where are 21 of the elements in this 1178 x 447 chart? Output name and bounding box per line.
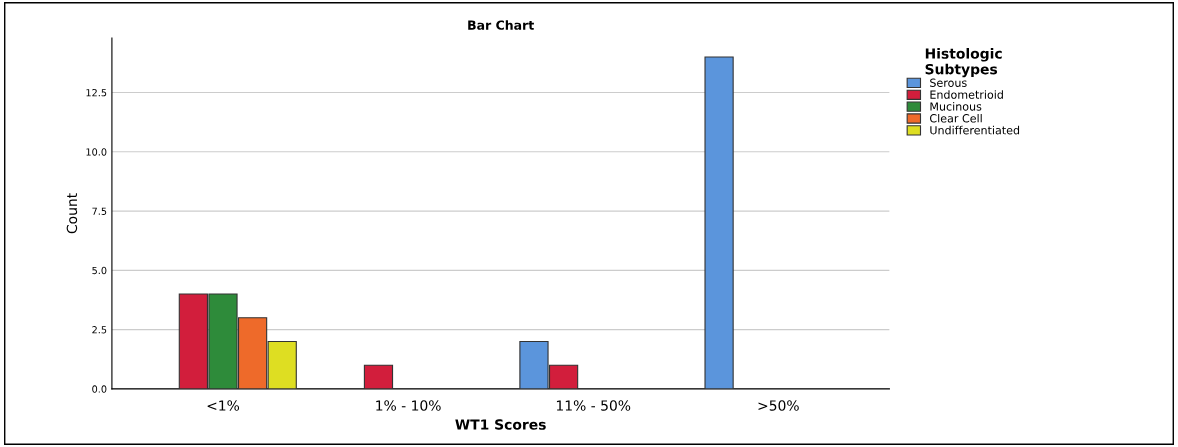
- legend-label: Mucinous: [930, 102, 982, 111]
- y-tick-label: 5.0: [92, 266, 107, 275]
- y-tick-label: 2.5: [92, 326, 107, 334]
- y-axis-title: Count: [66, 193, 78, 234]
- legend-label: Clear Cell: [930, 113, 982, 123]
- legend-label: Undifferentiated: [930, 125, 1020, 135]
- chart-title: Bar Chart: [468, 20, 534, 30]
- bar: [704, 56, 734, 389]
- legend-label: Endometrioid: [930, 90, 1003, 99]
- x-tick-label: 1% - 10%: [376, 400, 441, 411]
- y-tick-label: 12.5: [86, 89, 107, 97]
- y-tick-label: 10.0: [86, 148, 107, 156]
- x-axis-title: WT1 Scores: [455, 419, 546, 430]
- x-tick-label: 11% - 50%: [556, 400, 631, 411]
- bar: [363, 364, 394, 389]
- y-tick-label: 7.5: [92, 207, 107, 215]
- x-tick-label: <1%: [207, 400, 240, 411]
- x-tick-label: >50%: [758, 400, 799, 411]
- y-tick-label: 0.0: [92, 385, 107, 393]
- legend-title: Histologic Subtypes: [925, 48, 1002, 78]
- legend-label: Serous: [930, 78, 967, 87]
